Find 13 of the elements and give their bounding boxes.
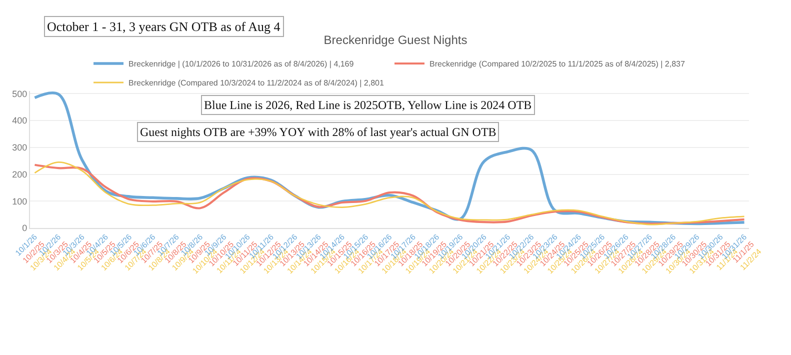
annotation: Guest nights OTB are +39% YOY with 28% of last year's actual GN OTB	[140, 125, 496, 139]
annotation: Blue Line is 2026, Red Line is 2025OTB, Yellow Line is 2024 OTB	[204, 98, 532, 112]
chart-title: Breckenridge Guest Nights	[324, 33, 468, 48]
y-tick-label: 200	[12, 169, 28, 180]
legend-label: Breckenridge | (10/1/2026 to 10/31/2026 as of 8/4/2026) | 4,169	[128, 60, 354, 69]
legend-label: Breckenridge (Compared 10/3/2024 to 11/2/2024 as of 8/4/2024) | 2,801	[128, 78, 384, 88]
y-tick-label: 500	[12, 88, 28, 99]
y-tick-label: 0	[22, 223, 28, 234]
y-tick-label: 400	[12, 116, 28, 126]
y-tick-label: 100	[12, 196, 28, 206]
legend-label: Breckenridge (Compared 10/2/2025 to 11/1/2025 as of 8/4/2025) | 2,837	[429, 60, 686, 69]
text: October 1 - 31, 3 years GN OTB as of Aug 4	[47, 19, 281, 34]
y-tick-label: 300	[12, 142, 28, 153]
